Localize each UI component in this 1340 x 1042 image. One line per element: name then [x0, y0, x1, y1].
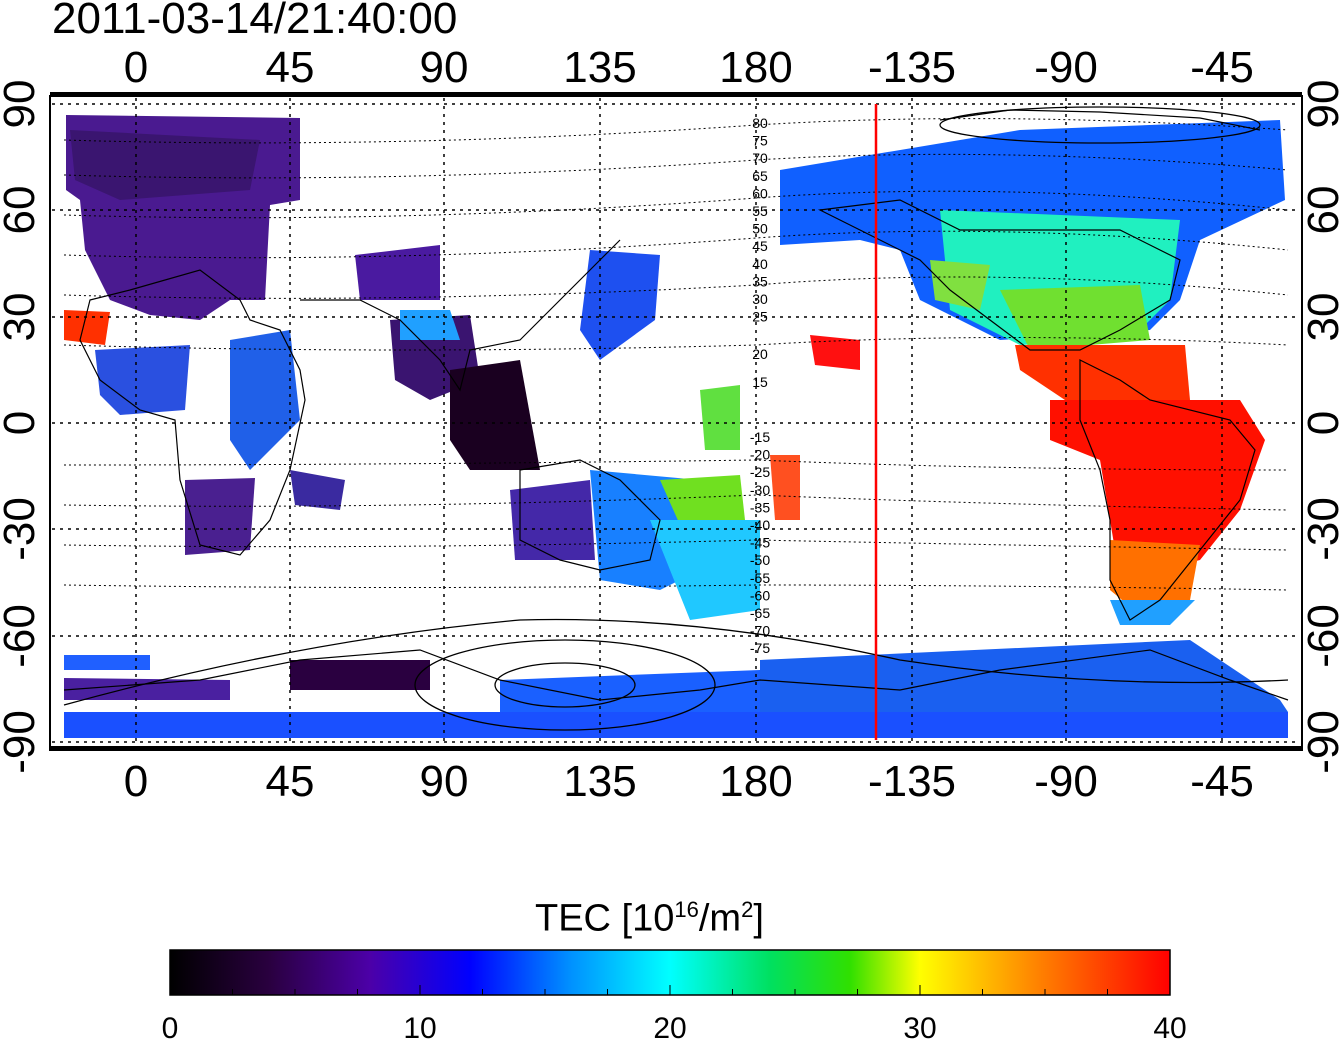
contour-label: 45	[752, 238, 768, 254]
tec-data-layer	[64, 115, 1288, 738]
lat-tick-right: 60	[1299, 186, 1340, 235]
colorbar-tick-label: 20	[653, 1012, 686, 1042]
lon-tick-bottom: 90	[420, 757, 469, 806]
contour-label: -55	[750, 570, 770, 586]
colorbar-title-exponent: 16	[674, 897, 699, 922]
lat-tick-left: 0	[0, 411, 44, 435]
contour-label: -35	[750, 499, 770, 515]
contour-label: -75	[750, 640, 770, 656]
contour-label: 40	[752, 256, 768, 272]
lat-tick-left: -60	[0, 604, 44, 668]
lat-tick-left: 90	[0, 80, 44, 129]
contour-label: -20	[750, 447, 770, 463]
contour-label: 70	[752, 150, 768, 166]
lat-tick-left: -30	[0, 497, 44, 561]
contour-label: -45	[750, 535, 770, 551]
colorbar-title-unit: /m	[698, 897, 742, 940]
contour-label: 75	[752, 133, 768, 149]
colorbar-tick-label: 0	[162, 1012, 179, 1042]
lon-tick-bottom: 45	[266, 757, 315, 806]
contour-label: -25	[750, 464, 770, 480]
colorbar-title-unit-exponent: 2	[741, 897, 754, 922]
lat-tick-left: -90	[0, 710, 44, 774]
colorbar-tick-label: 10	[403, 1012, 436, 1042]
lon-tick-bottom: 180	[719, 757, 792, 806]
lon-tick-top: -135	[868, 43, 956, 92]
colorbar-title: TEC [1016/m2]	[535, 888, 764, 941]
lon-tick-bottom: -90	[1034, 757, 1098, 806]
contour-label: 65	[752, 168, 768, 184]
lat-tick-right: 0	[1299, 411, 1340, 435]
lon-tick-bottom: -45	[1190, 757, 1254, 806]
lon-tick-top: -45	[1190, 43, 1254, 92]
contour-label: -70	[750, 623, 770, 639]
contour-label: 80	[752, 115, 768, 131]
colorbar-tick-label: 40	[1153, 1012, 1186, 1042]
colorbar-tick-label: 30	[903, 1012, 936, 1042]
lon-tick-top: 180	[719, 43, 792, 92]
contour-label: -65	[750, 605, 770, 621]
lon-tick-bottom: 0	[124, 757, 148, 806]
contour-label: 35	[752, 273, 768, 289]
lon-tick-top: 90	[420, 43, 469, 92]
contour-label: 30	[752, 291, 768, 307]
contour-label: -60	[750, 587, 770, 603]
contour-label: -15	[750, 429, 770, 445]
contour-label: 50	[752, 221, 768, 237]
contour-label: -40	[750, 517, 770, 533]
contour-label: 60	[752, 185, 768, 201]
lat-tick-right: -90	[1299, 710, 1340, 774]
lon-tick-top: 45	[266, 43, 315, 92]
colorbar-title-close: ]	[753, 897, 764, 940]
colorbar-title-text: TEC [10	[535, 897, 675, 940]
lon-tick-bottom: -135	[868, 757, 956, 806]
lon-tick-top: 135	[563, 43, 636, 92]
contour-label: 15	[752, 374, 768, 390]
contour-label: 55	[752, 203, 768, 219]
lon-tick-bottom: 135	[563, 757, 636, 806]
contour-label: -50	[750, 552, 770, 568]
lat-tick-right: -60	[1299, 604, 1340, 668]
contour-label: -30	[750, 482, 770, 498]
lat-tick-left: 60	[0, 186, 44, 235]
timestamp-label: 2011-03-14/21:40:00	[52, 0, 458, 43]
contour-label: 20	[752, 346, 768, 362]
lat-tick-right: 30	[1299, 293, 1340, 342]
lat-tick-right: -30	[1299, 497, 1340, 561]
contour-label: 25	[752, 309, 768, 325]
lon-tick-top: 0	[124, 43, 148, 92]
lat-tick-right: 90	[1299, 80, 1340, 129]
lat-tick-left: 30	[0, 293, 44, 342]
lon-tick-top: -90	[1034, 43, 1098, 92]
